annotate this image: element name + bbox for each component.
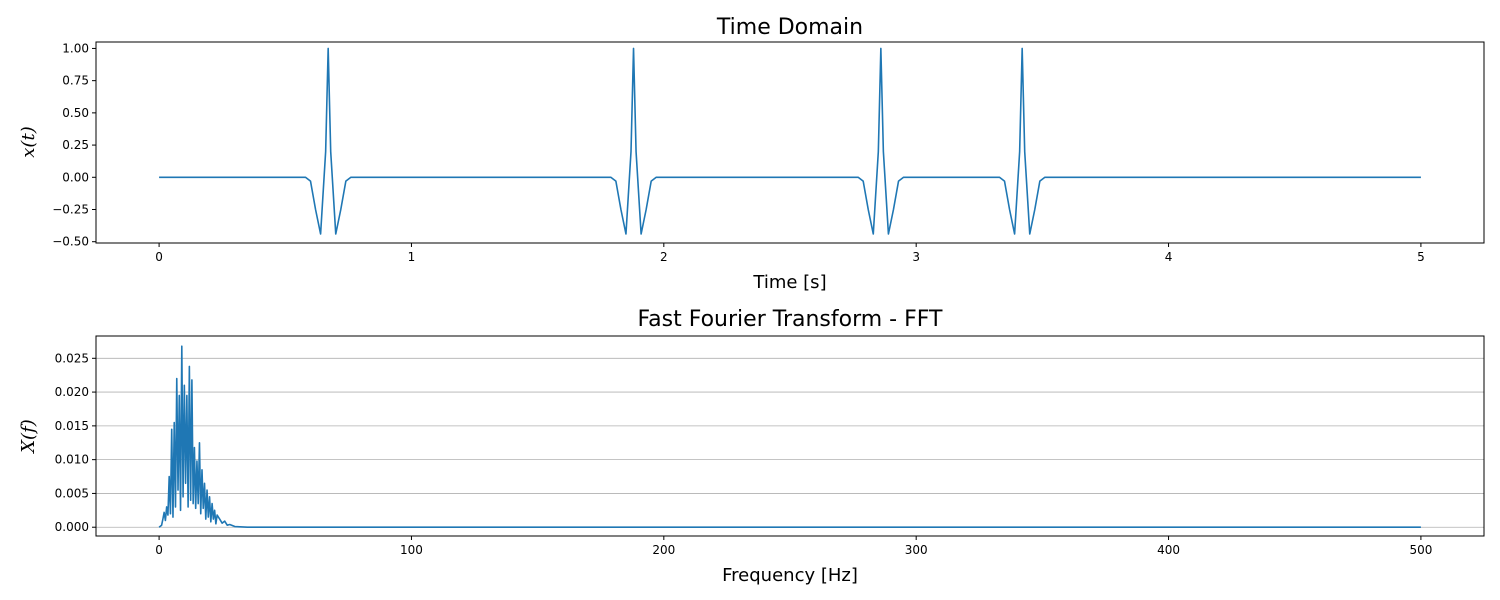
fft-title: Fast Fourier Transform - FFT	[638, 307, 943, 332]
fft-y-tick-label: 0.015	[55, 419, 89, 433]
time-domain-axes-frame	[95, 41, 1485, 244]
fft-series-line	[158, 345, 1421, 529]
fft-x-tick-label: 400	[1157, 543, 1180, 557]
time-domain-panel: Time Domain 0 1 2 3 4 5 1.00 0.75 0.50 0.25 0.00 −0…	[18, 15, 1485, 293]
time-domain-y-tick-label: −0.50	[52, 235, 89, 249]
time-domain-y-tick-label: −0.25	[52, 203, 89, 217]
time-domain-y-tick-label: 1.00	[62, 41, 89, 55]
fft-y-tick-label: 0.025	[55, 351, 89, 365]
fft-x-tick-label: 300	[905, 543, 928, 557]
time-domain-x-tick-label: 0	[155, 250, 163, 264]
time-domain-x-tick-label: 1	[408, 250, 416, 264]
fft-y-tick-label: 0.010	[55, 453, 89, 467]
fft-x-tick-label: 200	[652, 543, 675, 557]
fft-y-tick-label: 0.005	[55, 486, 89, 500]
time-domain-x-axis-label: Time [s]	[752, 272, 826, 293]
fft-y-axis-label: X(f)	[18, 419, 39, 455]
time-domain-y-tick-label: 0.50	[62, 106, 89, 120]
time-domain-y-tick-label: 0.75	[62, 74, 89, 88]
time-domain-title: Time Domain	[716, 15, 863, 40]
fft-y-tick-label: 0.020	[55, 385, 89, 399]
fft-axes-frame	[95, 335, 1485, 537]
time-domain-x-tick-label: 3	[912, 250, 920, 264]
fft-x-tick-label: 100	[400, 543, 423, 557]
time-domain-x-tick-label: 4	[1165, 250, 1173, 264]
time-domain-y-axis-label: x(t)	[18, 126, 39, 157]
time-domain-x-tick-label: 2	[660, 250, 668, 264]
time-domain-x-tick-label: 5	[1417, 250, 1425, 264]
fft-y-tick-label: 0.000	[55, 520, 89, 534]
time-domain-series-line	[159, 47, 1421, 235]
fft-x-tick-label: 500	[1409, 543, 1432, 557]
time-domain-y-tick-label: 0.00	[62, 170, 89, 184]
fft-x-axis-label: Frequency [Hz]	[722, 565, 858, 586]
time-domain-y-tick-label: 0.25	[62, 138, 89, 152]
fft-panel: Fast Fourier Transform - FFT 0 100 200 300 4…	[18, 307, 1485, 586]
fft-x-tick-label: 0	[155, 543, 163, 557]
